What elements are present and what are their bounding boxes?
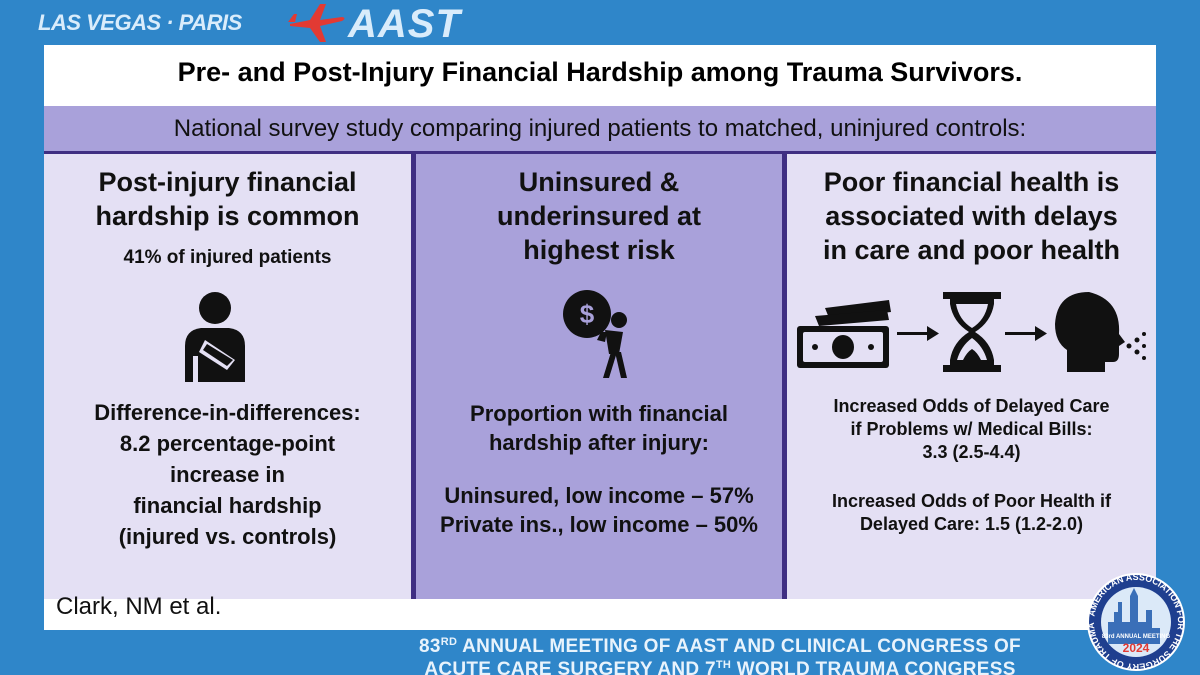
panel-body-line: Difference-in-differences:	[94, 400, 361, 425]
airplane-icon	[288, 4, 345, 42]
panel-body-line: (injured vs. controls)	[118, 524, 337, 549]
banner-org: AAST	[348, 2, 461, 46]
footer-sup: TH	[715, 659, 732, 671]
sick-head-icon	[1055, 292, 1146, 372]
aast-seal-logo: AMERICAN ASSOCIATION FOR THE SURGERY OF …	[1086, 572, 1186, 672]
footer-text: ANNUAL MEETING OF AAST AND CLINICAL CONG…	[457, 636, 1021, 657]
panel-body-delayed-care: Increased Odds of Delayed Care if Proble…	[787, 395, 1156, 464]
panel-uninsured-highest-risk: Uninsured & underinsured at highest risk…	[416, 154, 782, 599]
slide-subtitle: National survey study comparing injured …	[173, 115, 1027, 142]
stat-uninsured-low-income: Uninsured, low income – 57%	[444, 483, 754, 508]
person-carrying-money-bag-icon: $	[563, 290, 627, 378]
panel-body-line: financial hardship	[133, 493, 322, 518]
arrow-right-icon	[1005, 326, 1047, 341]
panel-title: Poor financial health is associated with…	[787, 165, 1156, 267]
panel-body-line: hardship after injury:	[488, 430, 710, 455]
cash-icon	[797, 300, 891, 368]
panel-financial-hardship-common: Post-injury financial hardship is common…	[44, 154, 411, 599]
panel-body-line: Increased Odds of Delayed Care	[833, 396, 1110, 416]
panel-divider	[411, 154, 416, 599]
slide-title: Pre- and Post-Injury Financial Hardship …	[177, 57, 1023, 87]
footer-sup: RD	[440, 636, 458, 648]
seal-year: 2024	[1123, 641, 1150, 655]
panel-body: Proportion with financial hardship after…	[416, 399, 782, 457]
footer-text: ACUTE CARE SURGERY AND 7	[424, 659, 716, 675]
footer-text: WORLD TRAUMA CONGRESS	[731, 659, 1016, 675]
svg-text:$: $	[580, 299, 595, 329]
hourglass-icon	[943, 292, 1001, 372]
conference-footer: 83RD ANNUAL MEETING OF AAST AND CLINICAL…	[300, 633, 1140, 675]
footer-text: 83	[419, 636, 441, 657]
panel-body-line: 8.2 percentage-point	[119, 431, 336, 456]
panel-body: Difference-in-differences: 8.2 percentag…	[44, 397, 411, 552]
panel-body-line: increase in	[170, 462, 285, 487]
panel-poor-financial-health: Poor financial health is associated with…	[787, 154, 1156, 599]
panel-title-line: underinsured at	[496, 201, 702, 231]
panel-divider	[782, 154, 787, 599]
banner-location: LAS VEGAS · PARIS	[38, 10, 242, 35]
subtitle-band: National survey study comparing injured …	[44, 106, 1156, 151]
panel-body-line: 3.3 (2.5-4.4)	[922, 442, 1021, 462]
panel-title-line: highest risk	[523, 235, 675, 265]
panel-body-poor-health: Increased Odds of Poor Health if Delayed…	[787, 490, 1156, 536]
citation: Clark, NM et al.	[56, 593, 222, 620]
seal-meeting: 83rd ANNUAL MEETING	[1102, 634, 1171, 640]
stat-private-ins-low-income: Private ins., low income – 50%	[440, 512, 758, 537]
panel-title: Post-injury financial hardship is common	[44, 165, 411, 233]
conference-banner: LAS VEGAS · PARIS AAST	[0, 0, 1200, 46]
panel-title-line: associated with delays	[825, 201, 1118, 231]
arrow-right-icon	[897, 326, 939, 341]
footer-line-2: ACUTE CARE SURGERY AND 7TH WORLD TRAUMA …	[300, 656, 1140, 675]
panel-title: Uninsured & underinsured at highest risk	[416, 165, 782, 267]
panel-title-line: hardship is common	[95, 201, 360, 231]
panel-body-line: Increased Odds of Poor Health if	[831, 491, 1112, 511]
panel-title-line: Post-injury financial	[98, 167, 357, 197]
panel-title-line: in care and poor health	[822, 235, 1121, 265]
panel-stat: 41% of injured patients	[123, 247, 332, 268]
panel-title-line: Uninsured &	[518, 167, 680, 197]
panel-stats: Uninsured, low income – 57% Private ins.…	[416, 481, 782, 539]
panel-body-line: if Problems w/ Medical Bills:	[850, 419, 1093, 439]
subtitle-rule	[44, 151, 1156, 154]
panel-body-line: Proportion with financial	[470, 401, 728, 426]
panel-title-line: Poor financial health is	[823, 167, 1120, 197]
slide-card: Pre- and Post-Injury Financial Hardship …	[44, 45, 1156, 630]
injured-person-sling-icon	[185, 292, 245, 382]
panel-body-line: Delayed Care: 1.5 (1.2-2.0)	[859, 514, 1084, 534]
footer-line-1: 83RD ANNUAL MEETING OF AAST AND CLINICAL…	[300, 633, 1140, 656]
